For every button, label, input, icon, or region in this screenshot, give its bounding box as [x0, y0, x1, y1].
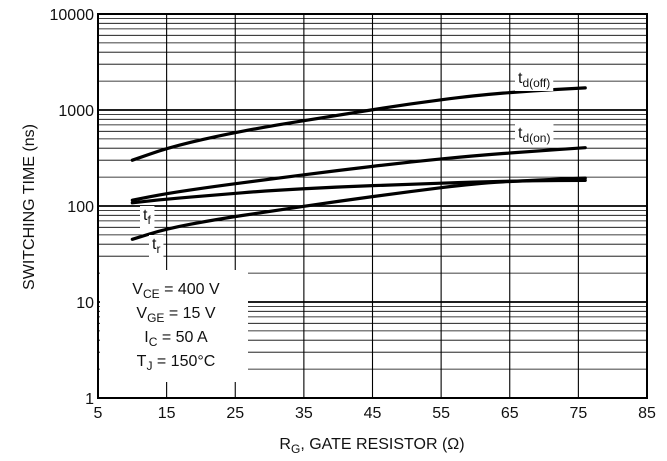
- x-tick-label: 45: [364, 405, 382, 422]
- series-label-sub: f: [147, 213, 151, 227]
- y-tick-label: 100: [67, 199, 94, 216]
- x-tick-label: 35: [295, 405, 313, 422]
- y-tick-label: 1: [85, 391, 94, 408]
- x-axis-title-rest: , GATE RESISTOR (Ω): [300, 436, 464, 453]
- series-label-text: td(off): [518, 70, 550, 90]
- condition-sub: C: [149, 335, 158, 349]
- plot-frame: [97, 13, 648, 399]
- series-label-sub: r: [156, 242, 160, 256]
- condition-main: T: [137, 353, 147, 370]
- series-label-1: td(on): [515, 124, 554, 146]
- x-axis-title: RG, GATE RESISTOR (Ω): [279, 436, 464, 456]
- condition-main: V: [132, 281, 143, 298]
- series-label-sub: d(off): [522, 76, 550, 90]
- series-label-3: tr: [149, 235, 164, 257]
- series-line-0: [130, 86, 587, 162]
- condition-line: IC = 50 A: [144, 329, 208, 349]
- y-axis-title: SWITCHING TIME (ns): [21, 124, 38, 290]
- x-tick-label: 75: [569, 405, 587, 422]
- x-tick-label: 55: [432, 405, 450, 422]
- condition-sub: J: [146, 359, 152, 373]
- x-tick-label: 5: [94, 405, 103, 422]
- condition-rest: = 15 V: [164, 305, 215, 322]
- y-tick-label: 10000: [50, 7, 95, 24]
- y-tick-label: 1000: [58, 103, 94, 120]
- x-tick-label: 85: [638, 405, 656, 422]
- series-label-main: t: [518, 125, 523, 142]
- condition-rest: = 50 A: [157, 329, 208, 346]
- condition-rest: = 400 V: [160, 281, 220, 298]
- series-label-text: td(on): [518, 125, 550, 145]
- series-label-sub: d(on): [522, 131, 550, 145]
- series-label-text: tf: [143, 207, 151, 227]
- condition-line: TJ = 150°C: [137, 353, 216, 373]
- series-label-text: tr: [152, 236, 160, 256]
- condition-sub: CE: [143, 287, 160, 301]
- condition-rest: = 150°C: [152, 353, 215, 370]
- x-axis-title-main: R: [279, 436, 291, 453]
- x-tick-label: 15: [158, 405, 176, 422]
- tick-labels: 5 15 25 35 45 55 65 75 85 1 10 100 1000 10000: [50, 7, 657, 422]
- series-label-0: td(off): [515, 69, 554, 91]
- series-curves: [130, 86, 587, 241]
- x-tick-label: 65: [501, 405, 519, 422]
- y-tick-label: 10: [76, 295, 94, 312]
- condition-line: VCE = 400 V: [132, 281, 220, 301]
- condition-main: I: [144, 329, 148, 346]
- series-label-main: t: [518, 70, 523, 87]
- series-label-bg: [140, 206, 155, 228]
- series-label-bg: [515, 124, 554, 146]
- condition-main: V: [136, 305, 147, 322]
- series-label-bg: [149, 235, 164, 257]
- series-label-bg: [515, 69, 554, 91]
- condition-line: VGE = 15 V: [136, 305, 215, 325]
- series-line-1: [130, 146, 587, 202]
- series-line-3: [130, 176, 587, 241]
- series-label-main: t: [152, 236, 157, 253]
- series-label-2: tf: [140, 206, 155, 228]
- condition-sub: GE: [147, 311, 164, 325]
- x-axis-title-sub: G: [291, 442, 300, 456]
- series-label-main: t: [143, 207, 148, 224]
- x-tick-label: 25: [226, 405, 244, 422]
- conditions-bg: [100, 270, 248, 382]
